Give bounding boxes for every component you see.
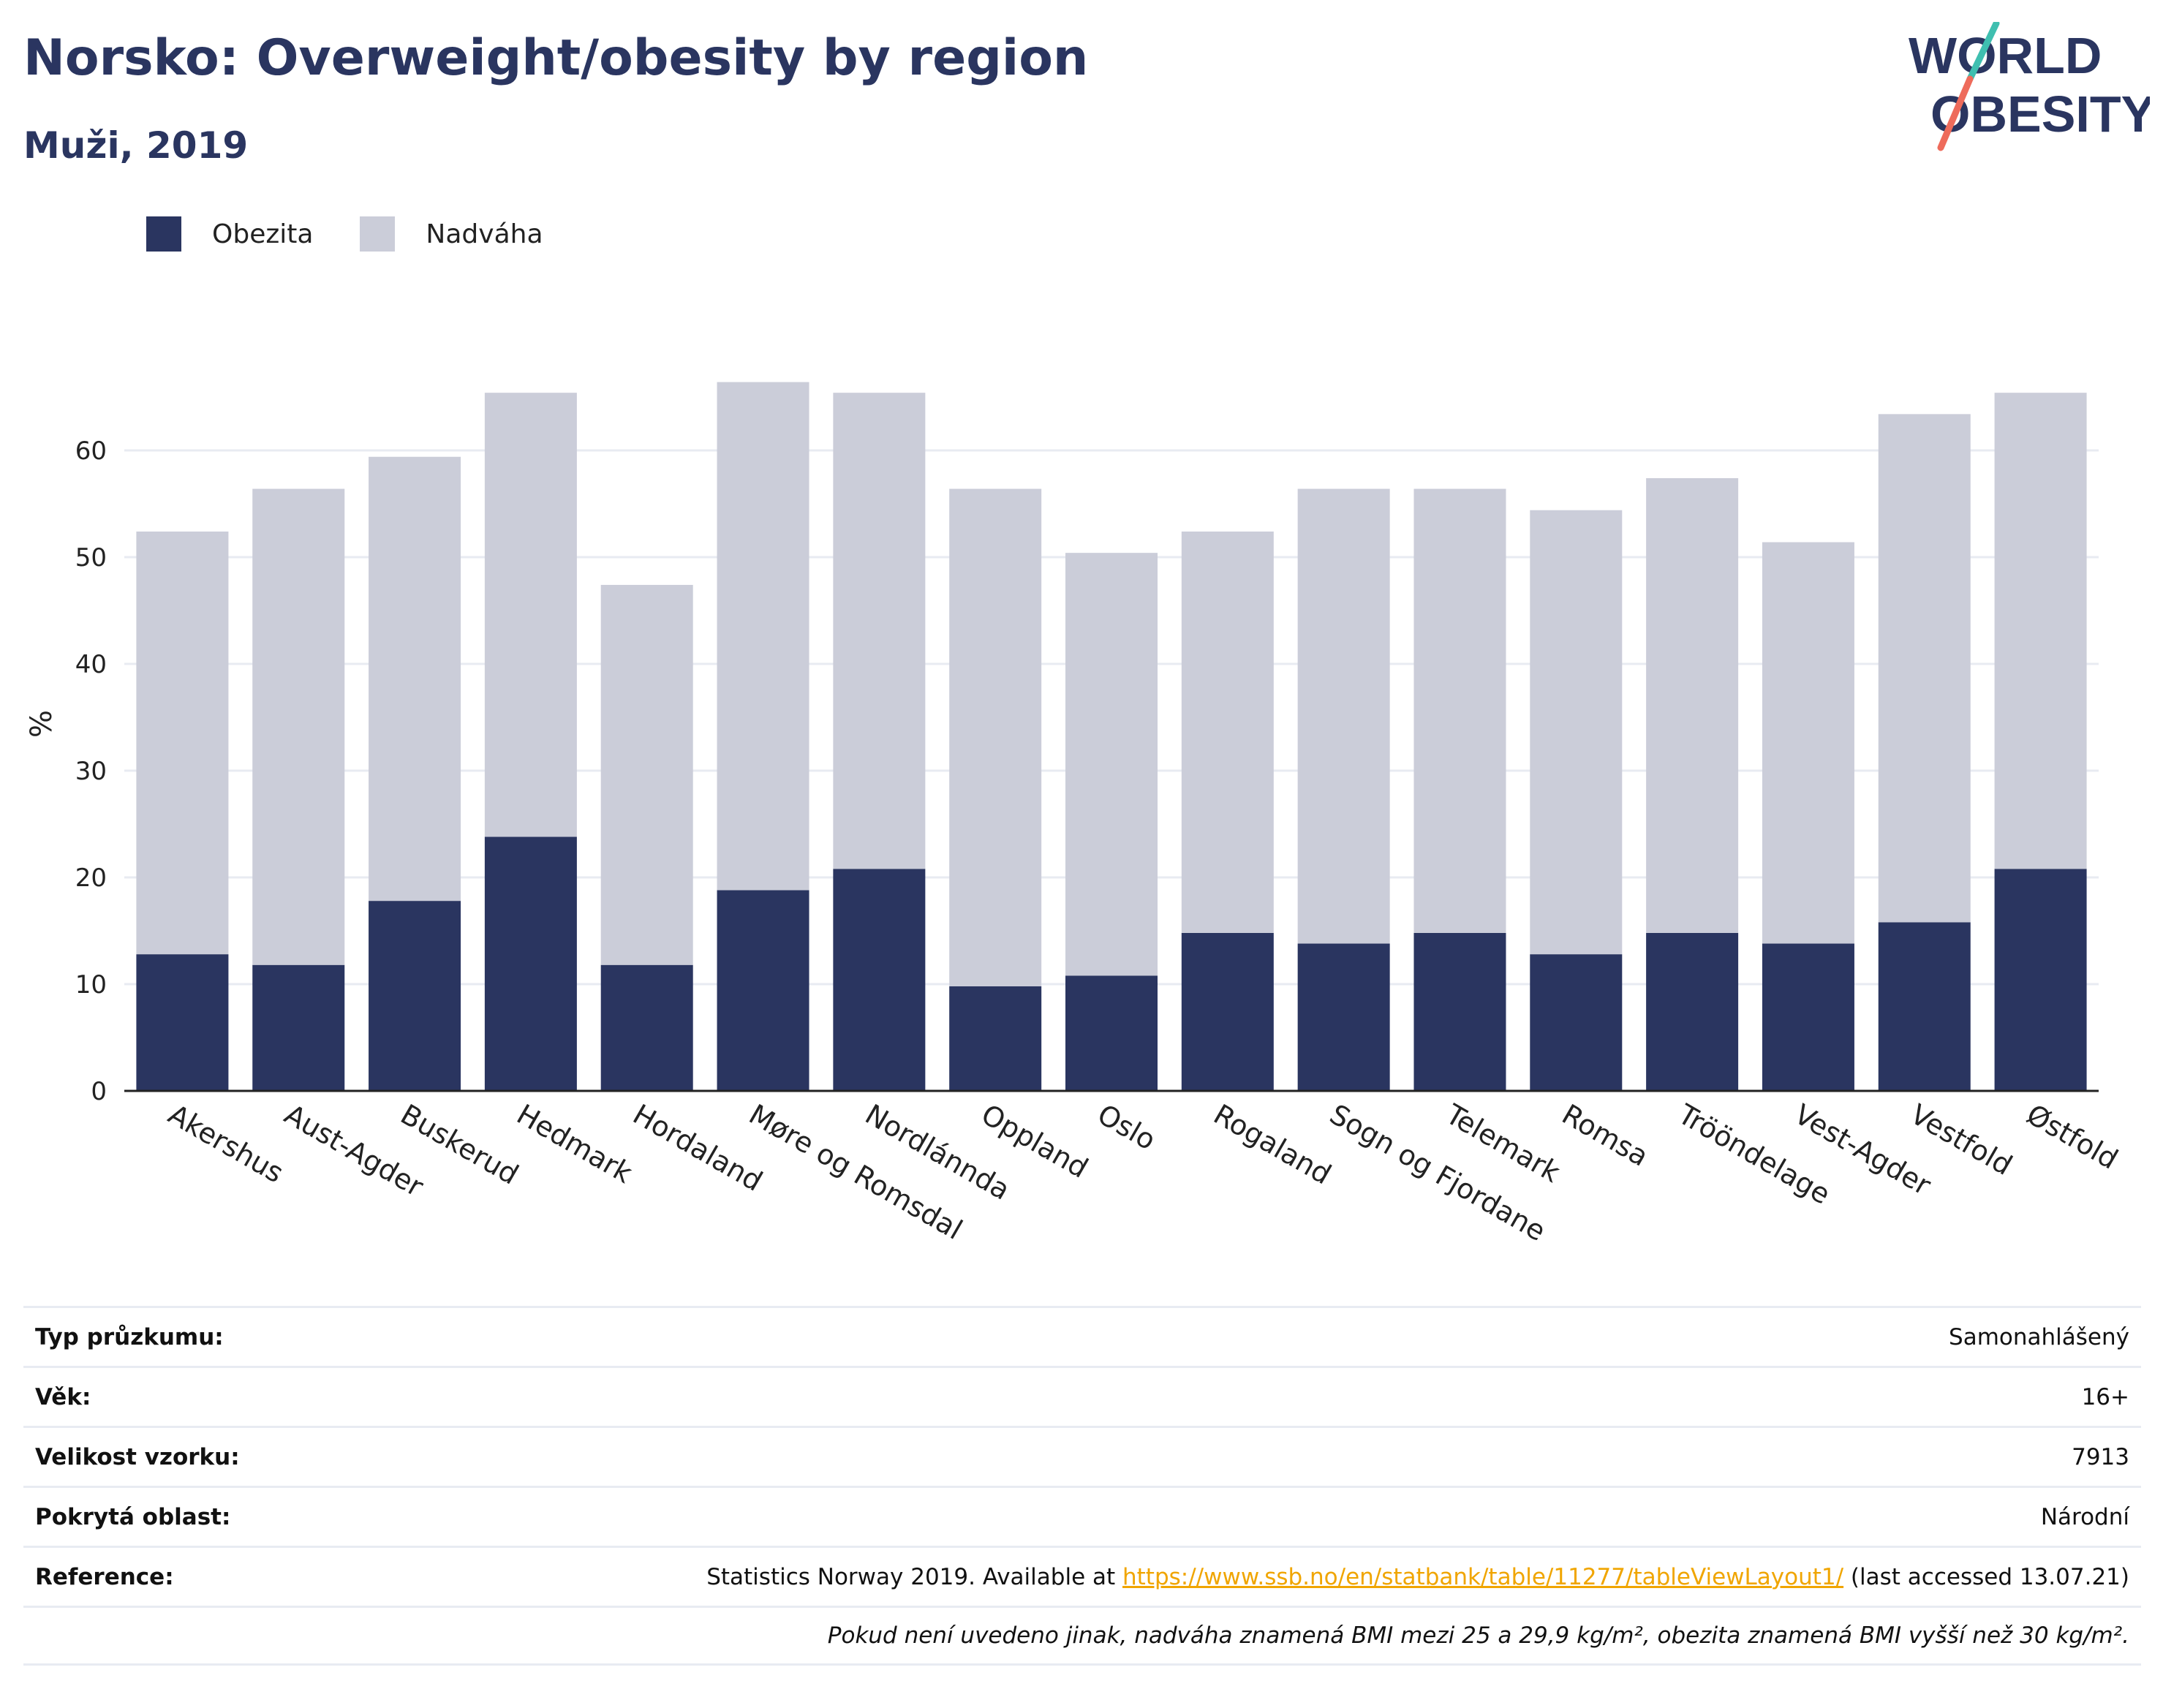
x-tick-label: Oslo — [1092, 1098, 1161, 1157]
bar-nadvaha[interactable] — [949, 488, 1042, 986]
bar-nadvaha[interactable] — [369, 456, 461, 902]
x-tick-label: Rogaland — [1208, 1098, 1337, 1191]
info-row-note: Pokud není uvedeno jinak, nadváha znamen… — [23, 1606, 2141, 1666]
bar-nadvaha[interactable] — [252, 488, 345, 965]
x-tick-label: Møre og Romsdal — [744, 1098, 967, 1246]
definition-note: Pokud není uvedeno jinak, nadváha znamen… — [827, 1622, 2129, 1649]
reference-suffix: (last accessed 13.07.21) — [1843, 1563, 2129, 1590]
bar-nadvaha[interactable] — [1065, 553, 1158, 976]
info-label: Velikost vzorku: — [35, 1443, 240, 1470]
reference-text: Statistics Norway 2019. Available at htt… — [706, 1564, 2129, 1590]
bar-obezita[interactable] — [717, 890, 809, 1091]
bar-nadvaha[interactable] — [717, 382, 809, 891]
legend-label-obezita: Obezita — [212, 219, 314, 249]
bar-chart: 0102030405060%AkershusAust-AgderBuskerud… — [25, 382, 2124, 1247]
bar-obezita[interactable] — [369, 901, 461, 1091]
info-row-sample-size: Velikost vzorku: 7913 — [23, 1426, 2141, 1486]
info-row-reference: Reference: Statistics Norway 2019. Avail… — [23, 1546, 2141, 1606]
info-value: Národní — [2040, 1503, 2129, 1530]
bar-obezita[interactable] — [136, 954, 229, 1091]
bar-nadvaha[interactable] — [1878, 414, 1971, 923]
bar-obezita[interactable] — [252, 964, 345, 1091]
y-axis-label: % — [25, 710, 58, 738]
x-tick-label: Østfold — [2021, 1098, 2124, 1176]
info-value: 7913 — [2072, 1443, 2129, 1470]
reference-link[interactable]: https://www.ssb.no/en/statbank/table/112… — [1122, 1563, 1844, 1590]
y-tick-label: 30 — [75, 757, 107, 786]
bar-nadvaha[interactable] — [1181, 531, 1274, 933]
bar-obezita[interactable] — [1181, 932, 1274, 1091]
x-tick-label: Hedmark — [511, 1098, 638, 1190]
bar-nadvaha[interactable] — [600, 584, 693, 965]
page-subtitle: Muži, 2019 — [23, 124, 249, 167]
bar-obezita[interactable] — [1413, 932, 1506, 1091]
bar-nadvaha[interactable] — [484, 393, 577, 837]
bar-nadvaha[interactable] — [1413, 488, 1506, 933]
info-row-area: Pokrytá oblast: Národní — [23, 1486, 2141, 1546]
bar-obezita[interactable] — [1878, 922, 1971, 1091]
reference-prefix: Statistics Norway 2019. Available at — [706, 1563, 1122, 1590]
bar-obezita[interactable] — [1065, 975, 1158, 1091]
world-obesity-logo: WORLD OBESITY — [1909, 22, 2150, 151]
legend-swatch-nadvaha — [360, 216, 396, 252]
logo-line-1: WORLD — [1909, 27, 2102, 84]
y-tick-label: 20 — [75, 864, 107, 893]
bar-obezita[interactable] — [600, 964, 693, 1091]
x-tick-label: Hordaland — [627, 1098, 768, 1198]
bar-nadvaha[interactable] — [833, 393, 926, 869]
bar-nadvaha[interactable] — [1297, 488, 1390, 944]
bar-nadvaha[interactable] — [1762, 542, 1854, 944]
info-label: Typ průzkumu: — [35, 1323, 224, 1350]
page-title: Norsko: Overweight/obesity by region — [23, 29, 1089, 87]
y-tick-label: 60 — [75, 437, 107, 466]
legend-swatch-obezita — [146, 216, 181, 252]
legend-item-obezita[interactable]: Obezita — [146, 216, 313, 252]
bar-obezita[interactable] — [1297, 943, 1390, 1091]
bars — [136, 382, 2087, 1091]
y-tick-label: 0 — [91, 1077, 107, 1106]
bar-obezita[interactable] — [1530, 954, 1623, 1091]
bar-nadvaha[interactable] — [1646, 477, 1739, 933]
info-row-survey-type: Typ průzkumu: Samonahlášený — [23, 1306, 2141, 1366]
bar-nadvaha[interactable] — [136, 531, 229, 955]
info-value: Samonahlášený — [1949, 1323, 2129, 1350]
bar-nadvaha[interactable] — [1530, 510, 1623, 955]
bar-obezita[interactable] — [1646, 932, 1739, 1091]
x-tick-label: Romsa — [1557, 1098, 1654, 1173]
info-label: Pokrytá oblast: — [35, 1503, 231, 1530]
x-tick-label: Sogn og Fjordane — [1324, 1098, 1551, 1247]
bar-nadvaha[interactable] — [1994, 393, 2087, 869]
y-tick-label: 50 — [75, 543, 107, 573]
info-row-age: Věk: 16+ — [23, 1366, 2141, 1426]
bar-obezita[interactable] — [833, 869, 926, 1091]
bar-obezita[interactable] — [1762, 943, 1854, 1091]
legend-label-nadvaha: Nadváha — [426, 219, 543, 249]
legend: Obezita Nadváha — [146, 216, 590, 252]
y-tick-label: 40 — [75, 650, 107, 679]
info-label: Věk: — [35, 1383, 91, 1410]
y-tick-label: 10 — [75, 970, 107, 1000]
x-tick-label: Akershus — [163, 1098, 289, 1190]
bar-obezita[interactable] — [1994, 869, 2087, 1091]
logo-line-2: OBESITY — [1930, 86, 2150, 143]
bar-obezita[interactable] — [949, 986, 1042, 1091]
info-table: Typ průzkumu: Samonahlášený Věk: 16+ Vel… — [23, 1306, 2141, 1666]
bar-obezita[interactable] — [484, 836, 577, 1091]
legend-item-nadvaha[interactable]: Nadváha — [360, 216, 543, 252]
info-value: 16+ — [2081, 1383, 2129, 1410]
info-label: Reference: — [35, 1563, 174, 1590]
